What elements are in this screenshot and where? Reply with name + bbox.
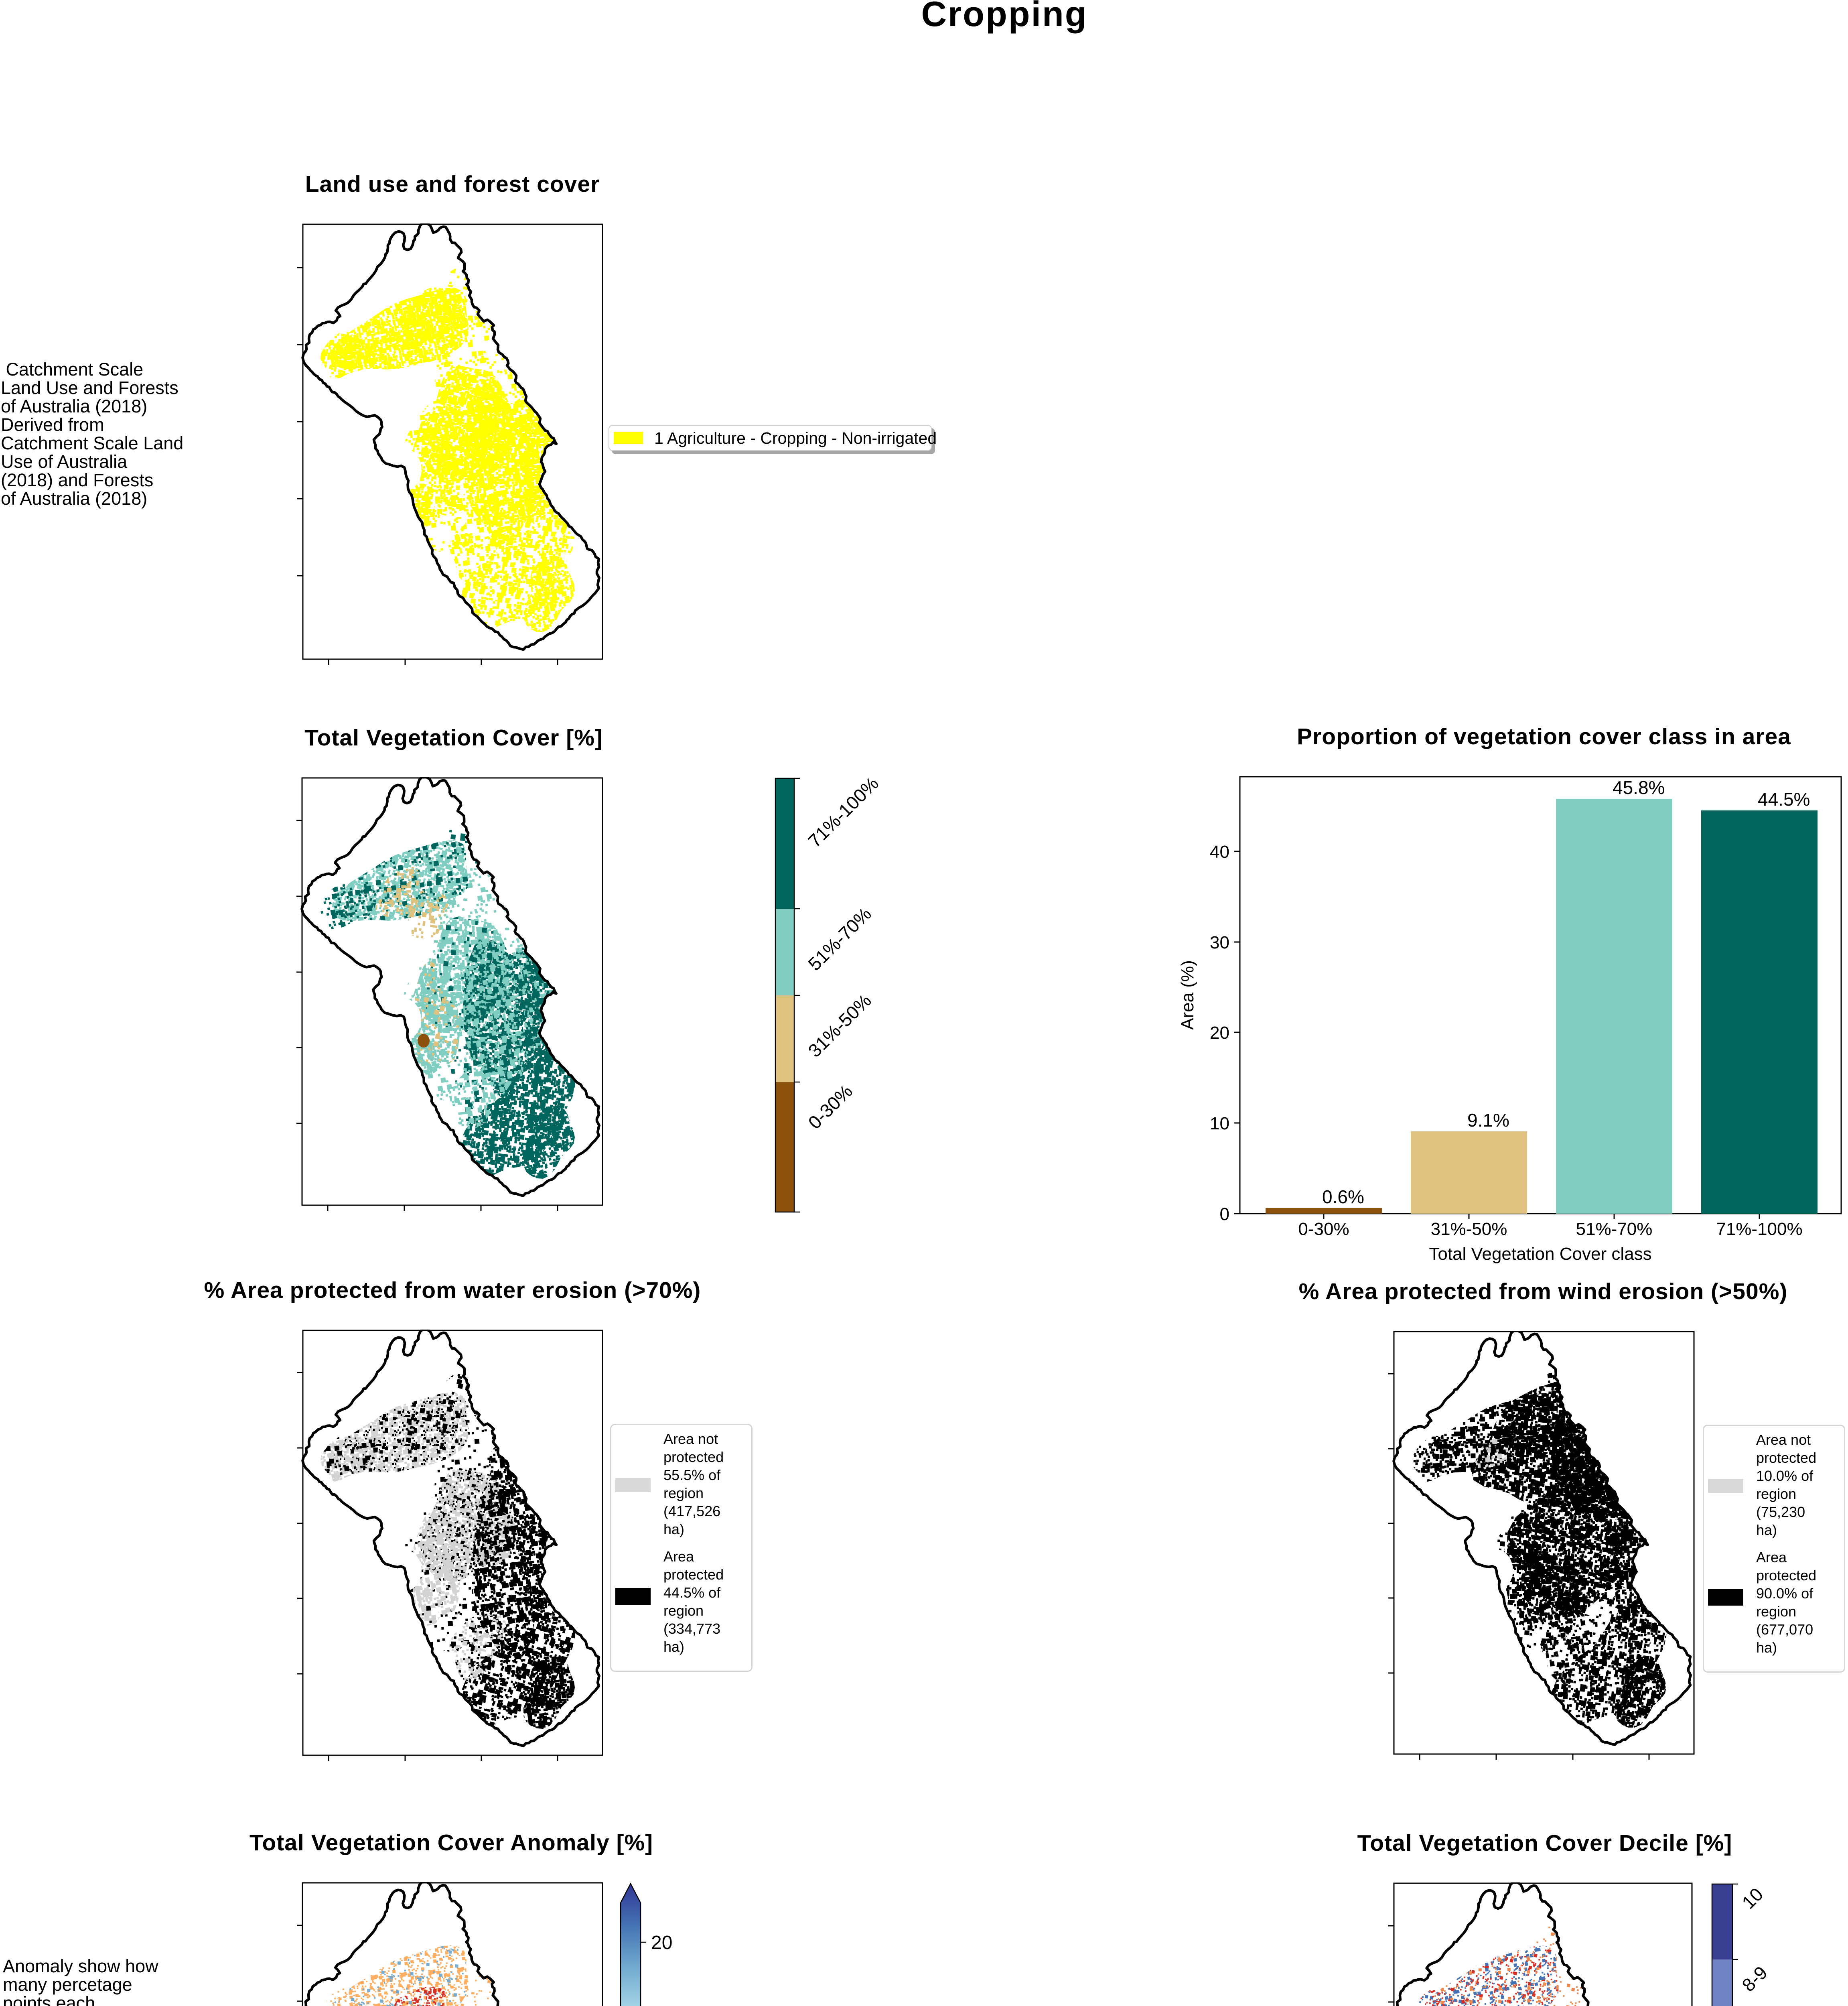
svg-text:0: 0: [1220, 1204, 1229, 1224]
svg-text:0.6%: 0.6%: [1322, 1186, 1364, 1207]
svg-text:30: 30: [1210, 933, 1229, 952]
svg-text:44.5%: 44.5%: [1758, 789, 1810, 810]
svg-text:31%-50%: 31%-50%: [804, 990, 875, 1061]
svg-text:45.8%: 45.8%: [1613, 777, 1665, 798]
svg-text:8-9: 8-9: [1738, 1962, 1771, 1996]
svg-text:51%-70%: 51%-70%: [804, 903, 875, 975]
svg-text:51%-70%: 51%-70%: [1576, 1219, 1653, 1239]
svg-text:71%-100%: 71%-100%: [1716, 1219, 1802, 1239]
svg-text:31%-50%: 31%-50%: [1431, 1219, 1507, 1239]
svg-text:71%-100%: 71%-100%: [804, 773, 882, 851]
svg-text:20: 20: [1210, 1023, 1229, 1043]
svg-text:40: 40: [1210, 842, 1229, 862]
svg-text:Area (%): Area (%): [1178, 960, 1197, 1030]
svg-text:0-30%: 0-30%: [804, 1080, 856, 1133]
svg-text:20: 20: [651, 1932, 672, 1953]
svg-text:0-30%: 0-30%: [1298, 1219, 1349, 1239]
svg-text:10: 10: [1738, 1884, 1767, 1913]
svg-text:10: 10: [1210, 1114, 1229, 1133]
svg-text:9.1%: 9.1%: [1467, 1110, 1509, 1131]
svg-text:Total Vegetation Cover class: Total Vegetation Cover class: [1429, 1244, 1651, 1264]
